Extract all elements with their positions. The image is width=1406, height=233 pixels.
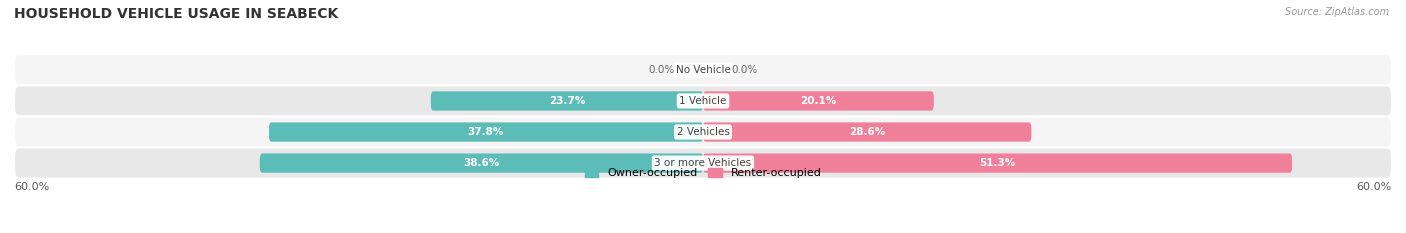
Legend: Owner-occupied, Renter-occupied: Owner-occupied, Renter-occupied xyxy=(581,164,825,183)
Text: 20.1%: 20.1% xyxy=(800,96,837,106)
Text: 38.6%: 38.6% xyxy=(463,158,499,168)
Text: 3 or more Vehicles: 3 or more Vehicles xyxy=(654,158,752,168)
Text: 37.8%: 37.8% xyxy=(468,127,505,137)
Text: 23.7%: 23.7% xyxy=(548,96,585,106)
Text: HOUSEHOLD VEHICLE USAGE IN SEABECK: HOUSEHOLD VEHICLE USAGE IN SEABECK xyxy=(14,7,339,21)
FancyBboxPatch shape xyxy=(703,122,1032,142)
Text: 2 Vehicles: 2 Vehicles xyxy=(676,127,730,137)
Text: 60.0%: 60.0% xyxy=(1357,182,1392,192)
FancyBboxPatch shape xyxy=(260,154,703,173)
Text: 51.3%: 51.3% xyxy=(980,158,1015,168)
FancyBboxPatch shape xyxy=(14,54,1392,86)
Text: 1 Vehicle: 1 Vehicle xyxy=(679,96,727,106)
FancyBboxPatch shape xyxy=(430,91,703,111)
FancyBboxPatch shape xyxy=(14,86,1392,116)
FancyBboxPatch shape xyxy=(14,147,1392,179)
FancyBboxPatch shape xyxy=(703,91,934,111)
FancyBboxPatch shape xyxy=(269,122,703,142)
Text: No Vehicle: No Vehicle xyxy=(675,65,731,75)
Text: Source: ZipAtlas.com: Source: ZipAtlas.com xyxy=(1285,7,1389,17)
Text: 28.6%: 28.6% xyxy=(849,127,886,137)
FancyBboxPatch shape xyxy=(703,154,1292,173)
Text: 0.0%: 0.0% xyxy=(648,65,675,75)
Text: 60.0%: 60.0% xyxy=(14,182,49,192)
FancyBboxPatch shape xyxy=(14,116,1392,147)
Text: 0.0%: 0.0% xyxy=(731,65,758,75)
